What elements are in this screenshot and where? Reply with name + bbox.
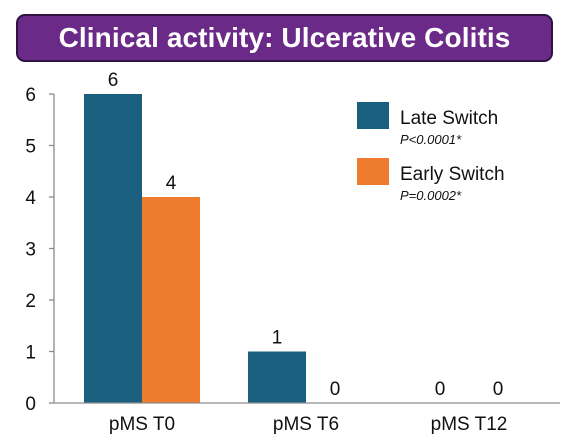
legend-label: Early Switch xyxy=(400,164,505,185)
legend-swatch-early-switch xyxy=(357,158,389,185)
y-tick-label: 2 xyxy=(25,291,36,312)
y-tick-label: 0 xyxy=(25,394,36,415)
chart-title-banner: Clinical activity: Ulcerative Colitis xyxy=(16,14,553,62)
data-label: 6 xyxy=(108,70,119,91)
y-tick-label: 6 xyxy=(25,85,36,106)
data-label: 0 xyxy=(435,379,446,400)
bar-late-switch xyxy=(84,94,142,403)
y-tick-label: 3 xyxy=(25,240,36,261)
x-tick-label: pMS T6 xyxy=(273,414,339,435)
y-tick-label: 1 xyxy=(25,343,36,364)
chart-title: Clinical activity: Ulcerative Colitis xyxy=(58,22,511,53)
legend-swatch-late-switch xyxy=(357,102,389,129)
legend-label: Late Switch xyxy=(400,108,498,129)
x-tick-label: pMS T12 xyxy=(431,414,508,435)
data-label: 1 xyxy=(272,328,283,349)
legend-p-value: P<0.0001* xyxy=(400,132,462,147)
y-tick-label: 5 xyxy=(25,137,36,158)
legend-p-value: P=0.0002* xyxy=(400,188,462,203)
data-label: 4 xyxy=(166,173,177,194)
y-tick-label: 4 xyxy=(25,188,36,209)
bar-late-switch xyxy=(248,351,306,403)
data-label: 0 xyxy=(493,379,504,400)
data-label: 0 xyxy=(330,379,341,400)
x-tick-label: pMS T0 xyxy=(109,414,175,435)
bar-early-switch xyxy=(142,197,200,403)
